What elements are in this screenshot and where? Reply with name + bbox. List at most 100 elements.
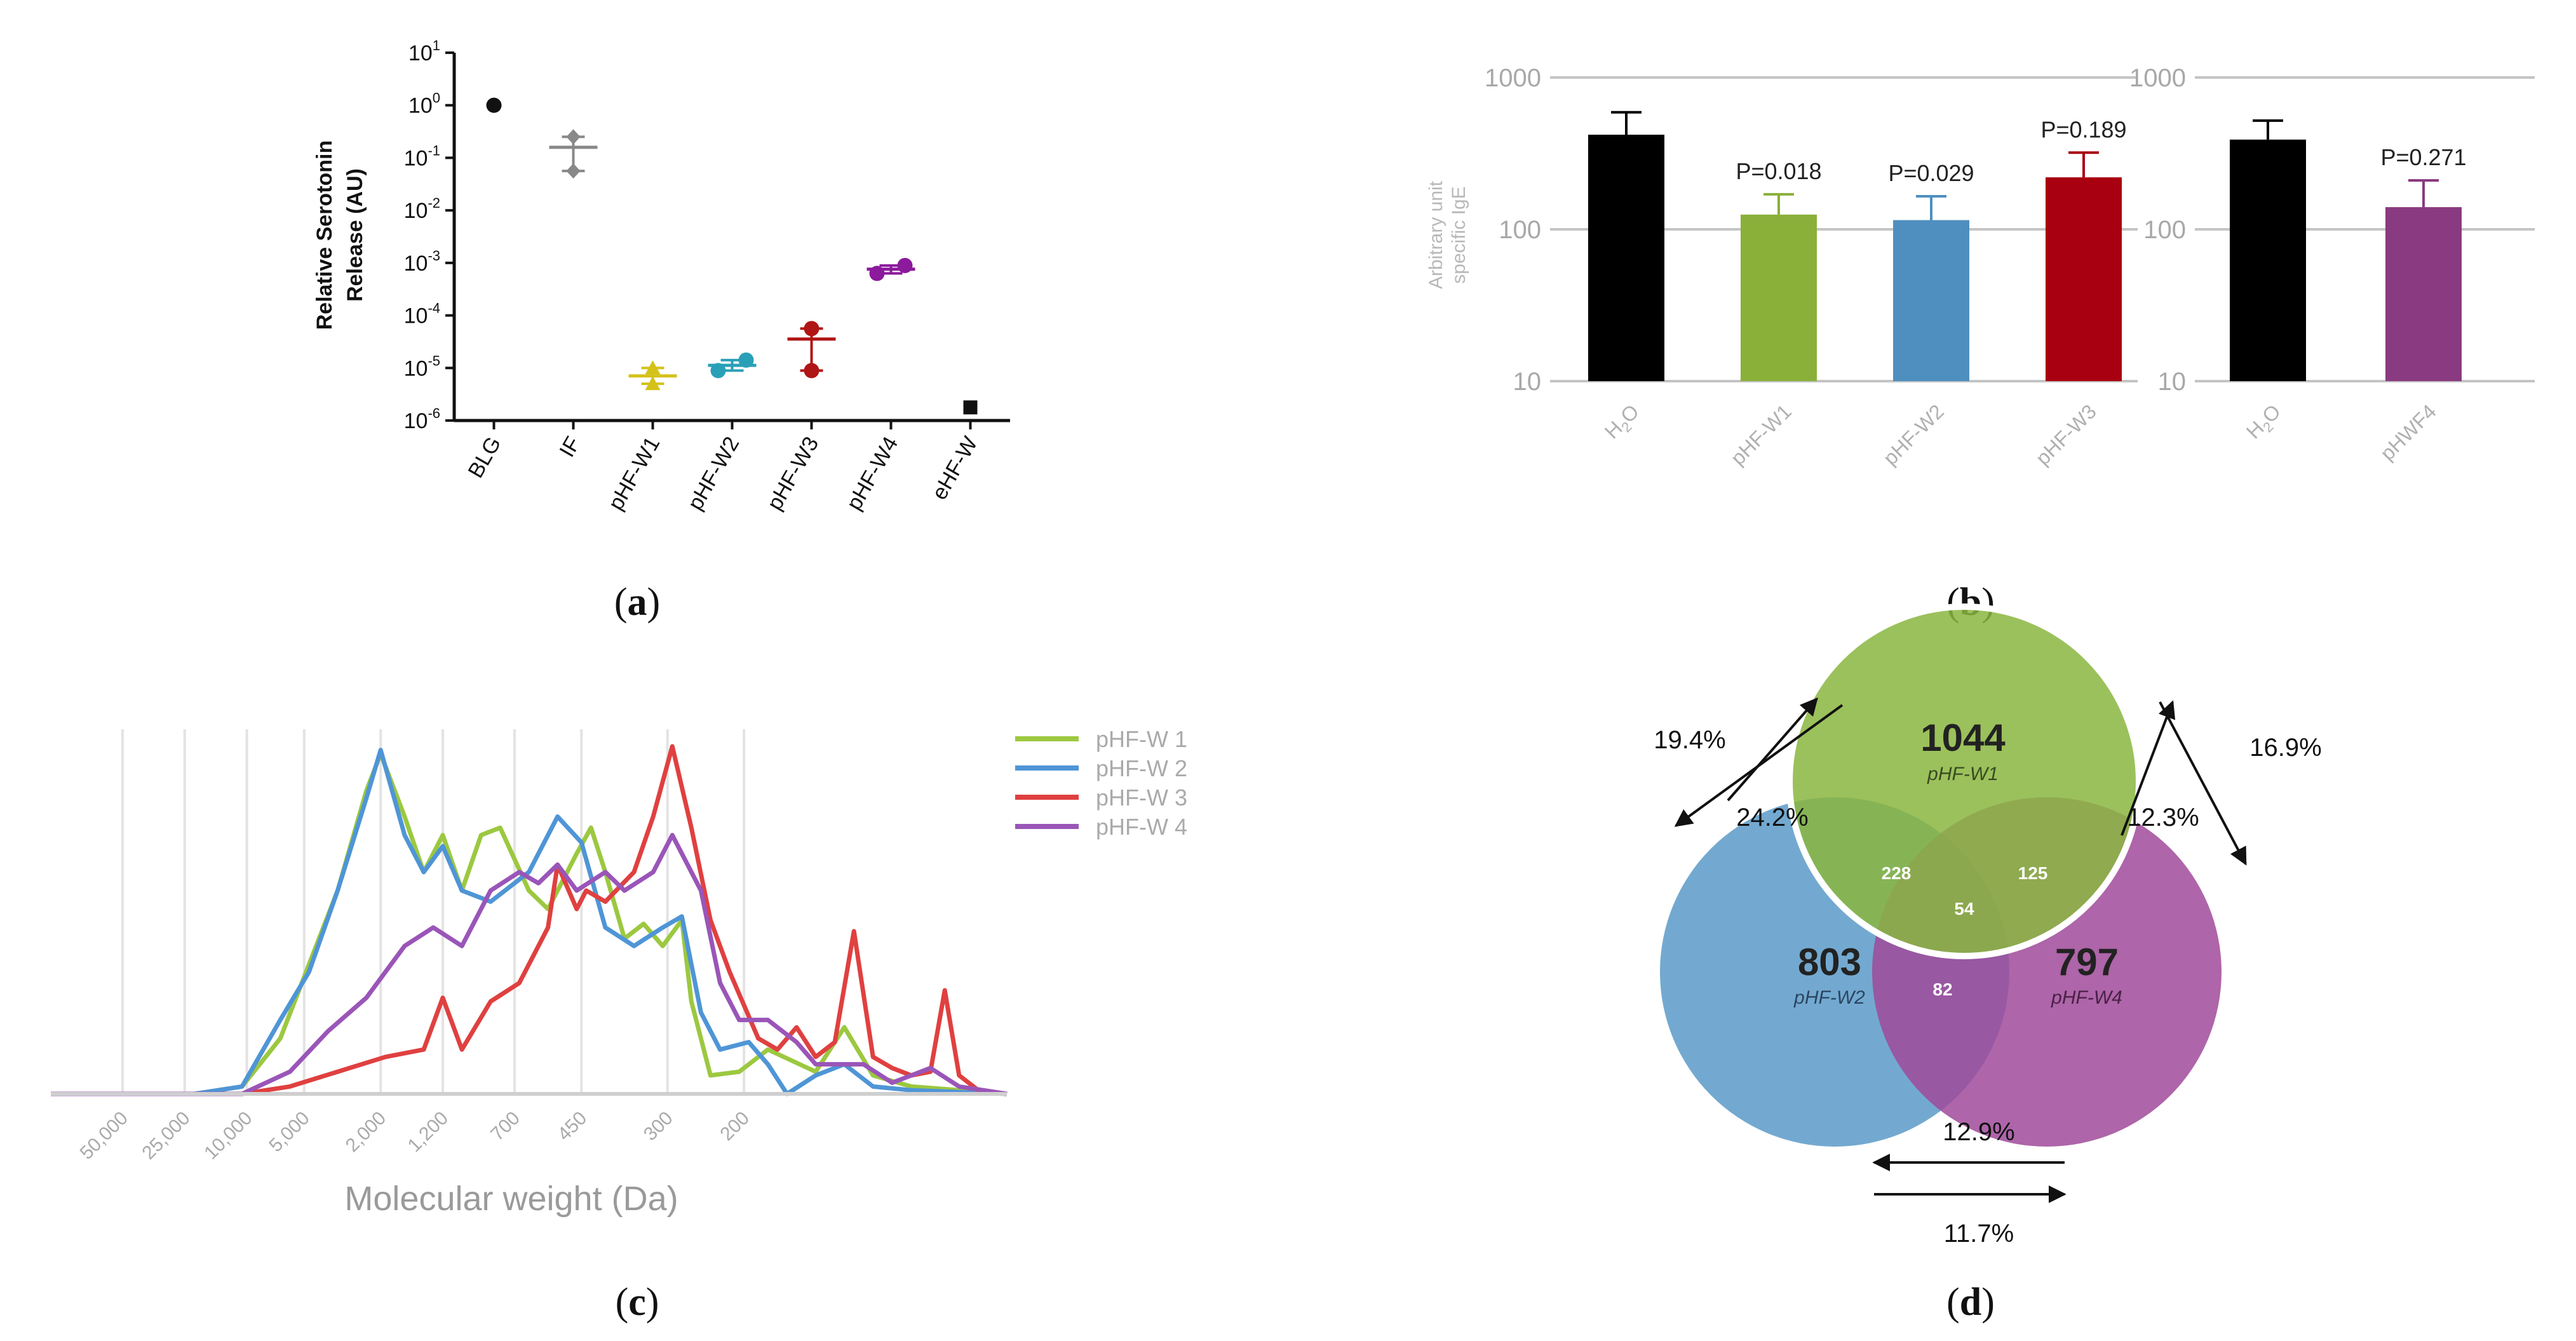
pct-right-inner: 12.3% [2127, 804, 2199, 832]
panel-c-series-line [51, 751, 1008, 1096]
panel-b-bar [1741, 214, 1817, 381]
panel-a-point [738, 352, 754, 368]
panel-b-x-tick-label: pHF-W3 [2031, 400, 2101, 469]
panel-b-p-value: P=0.018 [1736, 158, 1821, 184]
panel-c-x-tick-label: 450 [553, 1108, 591, 1145]
panel-b-p-value: P=0.271 [2380, 144, 2466, 170]
panel-b-x-tick-label: pHWF4 [2376, 400, 2441, 464]
panel-c-x-tick-label: 2,000 [342, 1108, 390, 1156]
panel-c-series-line [51, 744, 1008, 1096]
panel-a-y-tick-label: 10-1 [404, 142, 440, 170]
pct-bottom-bottom: 11.7% [1944, 1220, 2014, 1248]
panel-a-point [645, 376, 661, 391]
panel-c-x-tick-label: 300 [640, 1108, 677, 1145]
panel-a-point [486, 97, 502, 113]
panel-c-label: (c) [616, 1281, 659, 1324]
panel-c-legend-label: pHF-W 1 [1096, 726, 1187, 752]
panel-a-x-tick-label: pHF-W2 [683, 433, 744, 515]
panel-a-y-tick-label: 100 [408, 90, 440, 118]
panel-b-bar [1588, 135, 1664, 381]
panel-a-y-label-line1: Relative Serotonin [313, 140, 337, 330]
panel-a-label: (a) [614, 581, 660, 624]
panel-b-bar [1893, 220, 1969, 381]
pct-bottom-top: 12.9% [1943, 1118, 2014, 1146]
panel-b-p-value: P=0.029 [1888, 160, 1974, 186]
panel-c-x-tick-label: 25,000 [138, 1108, 194, 1164]
panel-b-bar [2230, 139, 2306, 381]
venn-name-pHF-W2: pHF-W2 [1793, 987, 1865, 1008]
panel-b-bar [2046, 177, 2122, 381]
panel-b-y-tick-label: 1000 [1485, 64, 1541, 92]
venn-count-pHF-W4: 797 [2055, 941, 2119, 983]
arrow-left-down [1674, 704, 1844, 827]
panel-c-chart: 50,000 25,000 10,000 5,000 2,000 1,200 700 450 3… [51, 726, 1187, 1324]
venn-count-pHF-W2: 803 [1798, 941, 1861, 983]
arrow-left-up [1727, 697, 1818, 802]
panel-a-y-tick-label: 10-3 [404, 248, 440, 276]
panel-a-x-tick-label: IF [555, 433, 585, 461]
panel-c-x-label: Molecular weight (Da) [344, 1180, 678, 1218]
panel-c-x-tick-label: 200 [716, 1108, 753, 1145]
panel-b-x-tick-label: pHF-W2 [1878, 400, 1948, 469]
panel-a-point [566, 163, 581, 179]
panel-a-point [897, 257, 913, 273]
panel-a-x-tick-label: BLG [463, 433, 506, 482]
panel-c-legend-label: pHF-W 4 [1096, 814, 1187, 840]
panel-c-legend-label: pHF-W 3 [1096, 785, 1187, 811]
panel-a-x-tick-label: eHF-W [927, 433, 983, 504]
panel-a-x-tick-label: pHF-W1 [604, 433, 664, 515]
panel-b-y-label-line2: specific IgE [1448, 186, 1469, 283]
arrow-right-down [2159, 701, 2247, 866]
panel-b-y-tick-label: 10 [1513, 368, 1542, 396]
venn-circle-pHF-W1 [1786, 603, 2142, 959]
panel-a-y-tick-label: 101 [408, 37, 440, 65]
panel-b-chart: 1000 100 10 1000 100 10 H2O P=0.018 pHF-W1 P=0.0… [1426, 64, 2535, 624]
panel-c-series-line [51, 748, 1008, 1096]
pct-left-outer: 19.4% [1654, 726, 1725, 754]
pct-left-inner: 24.2% [1736, 804, 1808, 832]
panel-a-point [963, 400, 978, 415]
panel-b-y-label-line1: Arbitrary unit [1426, 180, 1446, 289]
venn-intersection-w2-w4: 82 [1932, 980, 1952, 999]
panel-c-x-tick-label: 10,000 [200, 1108, 256, 1164]
venn-intersection-w1-w4: 125 [2018, 863, 2048, 883]
panel-a-point [710, 363, 726, 379]
panel-b-y-tick-label: 10 [2158, 368, 2187, 396]
panel-b-y-tick-label: 100 [2143, 216, 2186, 244]
panel-a-point [645, 360, 661, 375]
panel-a-chart: 101 100 10-1 10-2 10-3 10-4 10-5 10-6 BLG IF pHF-… [313, 37, 1010, 624]
panel-b-y-tick-label: 100 [1499, 216, 1541, 244]
panel-a-point [804, 321, 819, 337]
arrow-right-up [2121, 700, 2176, 836]
panel-a-y-tick-label: 10-6 [404, 405, 440, 433]
panel-a-x-tick-label: pHF-W3 [762, 433, 823, 515]
panel-a-point [869, 266, 885, 281]
panel-d-label: (d) [1946, 1281, 1995, 1324]
panel-a-y-tick-label: 10-2 [404, 195, 440, 223]
panel-c-x-tick-label: 1,200 [404, 1108, 452, 1156]
venn-name-pHF-W1: pHF-W1 [1927, 764, 1999, 785]
panel-b-bar [2385, 207, 2462, 381]
panel-b-x-tick-label: pHF-W1 [1726, 400, 1796, 469]
panel-c-x-tick-label: 50,000 [76, 1108, 132, 1164]
venn-intersection-all: 54 [1954, 899, 1974, 919]
panel-a-x-tick-label: pHF-W4 [842, 433, 903, 515]
panel-c-x-tick-label: 700 [487, 1108, 524, 1145]
venn-name-pHF-W4: pHF-W4 [2051, 987, 2122, 1008]
venn-count-pHF-W1: 1044 [1920, 717, 2006, 759]
panel-c-series-line [51, 833, 1008, 1096]
venn-intersection-w1-w2: 228 [1882, 863, 1912, 883]
panel-a-y-label-line2: Release (AU) [343, 168, 367, 302]
panel-c-legend-label: pHF-W 2 [1096, 755, 1187, 781]
panel-b-p-value: P=0.189 [2040, 116, 2126, 142]
panel-b-x-tick-label: H2O [2242, 400, 2288, 445]
panel-b-x-tick-label: H2O [1600, 400, 1646, 445]
panel-b-y-tick-label: 1000 [2129, 64, 2186, 92]
panel-c-x-tick-label: 5,000 [265, 1108, 313, 1156]
panel-a-point [804, 363, 819, 379]
panel-a-y-tick-label: 10-5 [404, 353, 440, 381]
panel-a-y-tick-label: 10-4 [404, 300, 440, 328]
pct-right-outer: 16.9% [2249, 734, 2321, 762]
panel-a-point [566, 129, 581, 145]
